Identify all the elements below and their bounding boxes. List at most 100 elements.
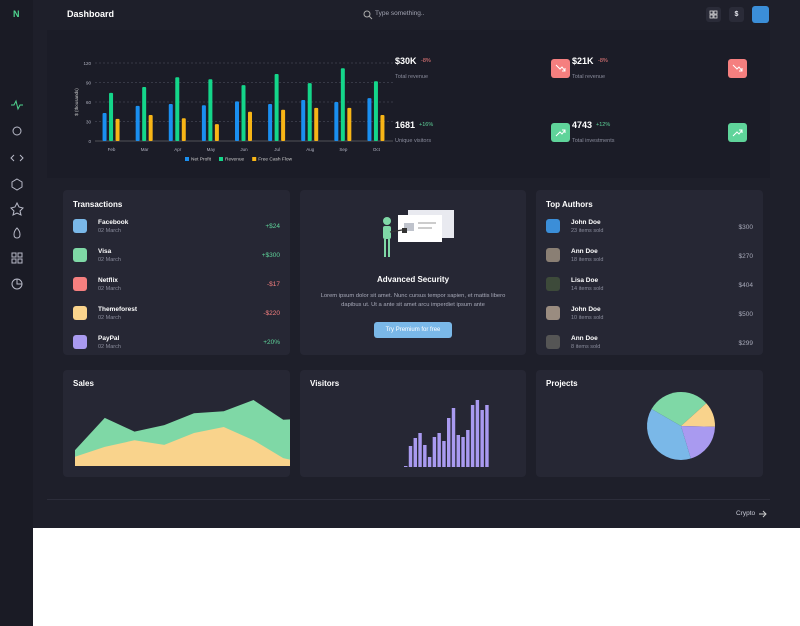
bar (248, 111, 252, 141)
apps-button[interactable] (706, 7, 721, 22)
transaction-icon (73, 306, 87, 320)
arrow-icon (759, 510, 767, 518)
y-tick-label: 30 (86, 120, 92, 125)
author-amount: $270 (738, 253, 753, 260)
author-avatar (546, 248, 560, 262)
bar (148, 115, 153, 141)
bar (334, 102, 339, 141)
pie-slice (681, 403, 715, 427)
legend-label: Free Cash Flow (258, 157, 292, 163)
transaction-amount: +20% (263, 339, 280, 346)
legend-swatch (252, 157, 257, 161)
pie-slice (681, 426, 715, 459)
author-avatar (546, 277, 560, 291)
author-name: Ann Doe (571, 248, 598, 255)
visitors-chart: Visitors (310, 379, 489, 467)
security-text: Lorem ipsum dolor sit amet. Nunc cursus … (320, 293, 506, 308)
legend-label: Revenue (225, 157, 245, 163)
bar (485, 405, 489, 467)
stat-label: Unique visitors (395, 138, 432, 144)
author-name: John Doe (571, 306, 601, 313)
stat-change: -8% (598, 58, 608, 64)
area (75, 427, 290, 466)
y-tick-label: 90 (86, 81, 92, 86)
bar (373, 81, 378, 141)
bar (347, 107, 352, 141)
author-avatar (546, 306, 560, 320)
bar (214, 124, 219, 141)
sales-chart: Sales (73, 379, 290, 466)
transaction-name: Facebook (98, 219, 129, 226)
author-amount: $299 (738, 340, 753, 347)
bar (418, 433, 422, 467)
user-avatar[interactable] (752, 6, 769, 23)
security-illustration (383, 210, 454, 257)
transaction-icon (73, 335, 87, 349)
card-title: Visitors (310, 379, 340, 388)
card-title: Transactions (73, 200, 123, 209)
search-input[interactable]: Type something.. (375, 10, 425, 17)
bar (442, 441, 446, 467)
y-tick-label: 120 (83, 61, 91, 66)
bar (437, 433, 441, 467)
nav-icons[interactable] (10, 98, 24, 298)
transaction-date: 02 March (98, 286, 121, 292)
bar (404, 466, 408, 467)
search-icon (363, 10, 373, 20)
x-tick-label: Mar (141, 147, 149, 152)
page-title: Dashboard (67, 9, 115, 19)
card-title: Projects (546, 379, 578, 388)
stat-label: Total revenue (572, 74, 606, 80)
bar (235, 101, 239, 141)
bar (423, 445, 427, 467)
bar (102, 113, 107, 141)
author-sold: 23 items sold (571, 228, 604, 234)
bar (168, 103, 173, 141)
transaction-amount: +$300 (261, 252, 280, 259)
premium-button[interactable]: Try Premium for free (374, 322, 452, 338)
transaction-amount: -$220 (263, 310, 280, 317)
logo[interactable]: N (13, 9, 20, 19)
author-name: John Doe (571, 219, 601, 226)
bar (466, 430, 470, 467)
bar (241, 85, 246, 141)
stat-change: -8% (421, 58, 431, 64)
card-title: Advanced Security (376, 275, 450, 284)
author-sold: 18 items sold (571, 257, 604, 263)
transactions-card (63, 190, 290, 355)
bar (201, 105, 206, 141)
bar-chart: 0 30 60 90 120 $ (thousands) Feb Mar Apr May Jun Ju… (74, 61, 393, 163)
bar (470, 405, 475, 467)
stat-icon (728, 59, 747, 78)
author-name: Ann Doe (571, 335, 598, 342)
x-tick-label: Aug (306, 147, 315, 152)
stat-icon (728, 123, 747, 142)
bar (208, 79, 213, 141)
bar (274, 74, 279, 141)
author-sold: 14 items sold (571, 286, 604, 292)
overview-panel (47, 30, 770, 178)
footer-link[interactable]: Crypto (736, 510, 756, 517)
bar (109, 92, 114, 141)
transaction-icon (73, 277, 87, 291)
pie-slice (647, 409, 691, 460)
currency-button[interactable]: $ (729, 7, 744, 22)
y-tick-label: 60 (86, 100, 92, 105)
bar (461, 437, 465, 467)
transaction-icon (73, 248, 87, 262)
bar (314, 107, 319, 141)
x-tick-label: Jul (274, 147, 280, 152)
author-sold: 10 items sold (571, 315, 604, 321)
author-avatar (546, 335, 560, 349)
stat-label: Total investments (572, 138, 615, 144)
bar (456, 435, 460, 467)
bar (475, 400, 480, 467)
bar (307, 83, 312, 141)
author-name: Lisa Doe (571, 277, 599, 284)
stat-value: $21K (572, 56, 594, 66)
author-sold: 8 items sold (571, 344, 601, 350)
stat-change: +16% (419, 122, 434, 128)
projects-chart: Projects (546, 379, 715, 460)
pie-slice (651, 392, 707, 426)
stat-icon (551, 123, 570, 142)
